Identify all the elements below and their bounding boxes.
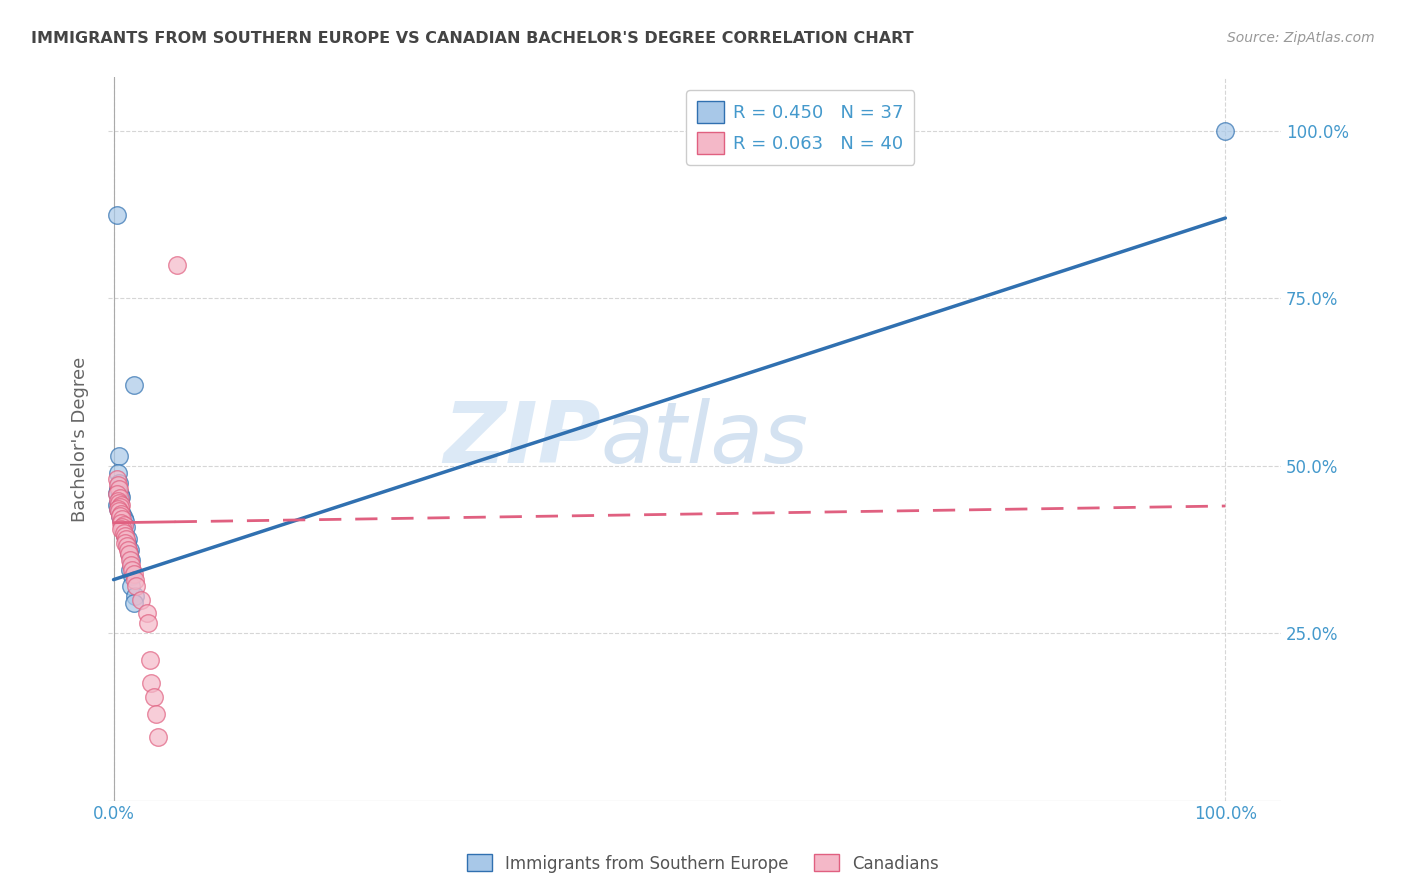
Point [105, 208, 128, 222]
Point [107, 477, 129, 491]
Y-axis label: Bachelor's Degree: Bachelor's Degree [72, 357, 89, 522]
Point [135, 606, 157, 620]
Point [115, 539, 138, 553]
Point [118, 546, 141, 560]
Point [110, 523, 132, 537]
Point [111, 520, 134, 534]
Point [111, 512, 134, 526]
Point [131, 592, 153, 607]
Point [110, 516, 132, 530]
Point [117, 533, 139, 547]
Point [108, 499, 131, 513]
Text: ZIP: ZIP [443, 398, 600, 481]
Point [112, 519, 135, 533]
Point [114, 536, 136, 550]
Point [110, 498, 132, 512]
Point [166, 258, 188, 272]
Point [107, 496, 129, 510]
Point [110, 506, 132, 520]
Text: atlas: atlas [600, 398, 808, 481]
Point [124, 573, 146, 587]
Legend: R = 0.450   N = 37, R = 0.063   N = 40: R = 0.450 N = 37, R = 0.063 N = 40 [686, 90, 914, 165]
Text: Source: ZipAtlas.com: Source: ZipAtlas.com [1227, 31, 1375, 45]
Point [107, 482, 129, 496]
Point [114, 533, 136, 547]
Point [105, 472, 128, 486]
Point [112, 525, 135, 540]
Text: IMMIGRANTS FROM SOUTHERN EUROPE VS CANADIAN BACHELOR'S DEGREE CORRELATION CHART: IMMIGRANTS FROM SOUTHERN EUROPE VS CANAD… [31, 31, 914, 46]
Point [139, 653, 162, 667]
Point [110, 512, 132, 526]
Point [122, 596, 145, 610]
Point [125, 579, 148, 593]
Point [110, 500, 132, 515]
Point [120, 552, 142, 566]
Point [110, 507, 132, 521]
Point [108, 496, 131, 510]
Point [136, 616, 159, 631]
Point [107, 502, 129, 516]
Point [114, 529, 136, 543]
Point [105, 485, 128, 500]
Point [120, 552, 142, 566]
Point [146, 730, 169, 744]
Point [120, 579, 142, 593]
Point [108, 449, 131, 463]
Point [114, 520, 136, 534]
Point [120, 558, 142, 572]
Point [110, 487, 132, 501]
Point [107, 502, 129, 516]
Point [108, 482, 131, 496]
Point [112, 511, 135, 525]
Point [111, 507, 134, 521]
Point [108, 492, 131, 507]
Point [120, 542, 142, 557]
Point [117, 542, 139, 557]
Point [122, 378, 145, 392]
Point [105, 498, 128, 512]
Point [107, 493, 129, 508]
Point [115, 536, 138, 550]
Point [141, 676, 163, 690]
Point [105, 487, 128, 501]
Point [1215, 124, 1237, 138]
Point [110, 490, 132, 504]
Point [122, 567, 145, 582]
Point [114, 529, 136, 543]
Point [111, 516, 134, 530]
Point [108, 475, 131, 490]
Point [121, 563, 143, 577]
Point [120, 563, 142, 577]
Point [145, 706, 167, 721]
Legend: Immigrants from Southern Europe, Canadians: Immigrants from Southern Europe, Canadia… [460, 847, 946, 880]
Point [124, 590, 146, 604]
Point [142, 690, 165, 704]
Point [118, 547, 141, 561]
Point [110, 493, 132, 508]
Point [110, 491, 132, 505]
Point [107, 466, 129, 480]
Point [121, 569, 143, 583]
Point [112, 517, 135, 532]
Point [110, 509, 132, 524]
Point [114, 514, 136, 528]
Point [110, 504, 132, 518]
Point [110, 509, 132, 524]
Point [108, 504, 131, 518]
